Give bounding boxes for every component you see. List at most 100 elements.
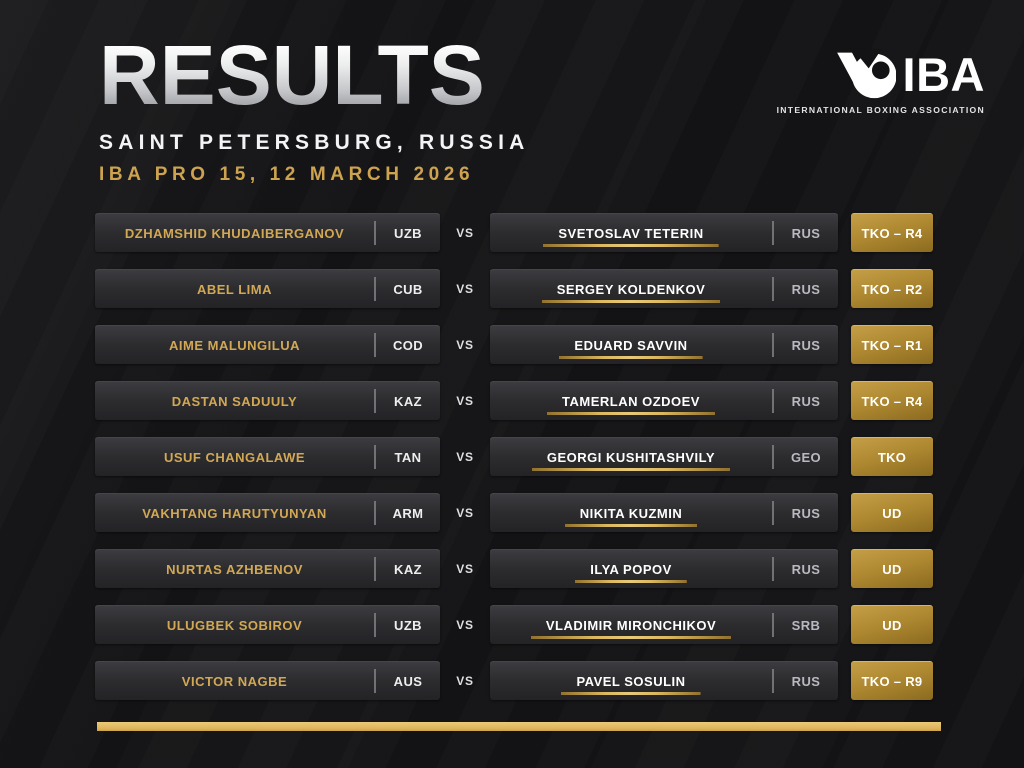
divider xyxy=(772,445,774,469)
right-fighter-box: PAVEL SOSULIN RUS xyxy=(490,661,838,700)
left-fighter-country: UZB xyxy=(394,617,422,633)
left-fighter-box: USUF CHANGALAWE TAN xyxy=(95,437,440,476)
bout-row: DASTAN SADUULY KAZ VS TAMERLAN OZDOEV RU… xyxy=(95,381,933,420)
divider xyxy=(772,277,774,301)
right-fighter-box: TAMERLAN OZDOEV RUS xyxy=(490,381,838,420)
divider xyxy=(374,333,376,357)
right-fighter-country: GEO xyxy=(790,449,822,465)
result-badge: TKO – R9 xyxy=(851,661,933,700)
divider xyxy=(374,501,376,525)
divider xyxy=(374,277,376,301)
left-fighter-name: ABEL LIMA xyxy=(196,281,273,297)
iba-logo-tagline: INTERNATIONAL BOXING ASSOCIATION xyxy=(776,105,985,115)
right-fighter-name: SVETOSLAV TETERIN xyxy=(490,223,772,247)
boxing-glove-icon xyxy=(836,48,896,99)
event-location: SAINT PETERSBURG, RUSSIA xyxy=(99,131,530,155)
right-fighter-country: RUS xyxy=(791,505,821,521)
winner-underline: TAMERLAN OZDOEV xyxy=(547,393,715,415)
left-fighter-name: ULUGBEK SOBIROV xyxy=(166,617,303,633)
winner-underline: VLADIMIR MIRONCHIKOV xyxy=(530,617,732,639)
divider xyxy=(374,221,376,245)
divider xyxy=(772,389,774,413)
winner-underline: ILYA POPOV xyxy=(575,561,687,583)
right-fighter-box: EDUARD SAVVIN RUS xyxy=(490,325,838,364)
right-fighter-name: EDUARD SAVVIN xyxy=(490,335,772,359)
iba-logo: IBA INTERNATIONAL BOXING ASSOCIATION xyxy=(777,48,985,115)
left-fighter-box: NURTAS AZHBENOV KAZ xyxy=(95,549,440,588)
right-fighter-country: RUS xyxy=(791,225,821,241)
bout-row: NURTAS AZHBENOV KAZ VS ILYA POPOV RUS UD xyxy=(95,549,933,588)
divider xyxy=(374,669,376,693)
right-fighter-name: SERGEY KOLDENKOV xyxy=(490,279,772,303)
left-fighter-name: VAKHTANG HARUTYUNYAN xyxy=(142,505,327,521)
header: RESULTS SAINT PETERSBURG, RUSSIA IBA PRO… xyxy=(99,33,530,186)
bout-row: ABEL LIMA CUB VS SERGEY KOLDENKOV RUS TK… xyxy=(95,269,933,308)
divider xyxy=(772,221,774,245)
right-fighter-country: RUS xyxy=(791,673,821,689)
divider xyxy=(772,613,774,637)
left-fighter-box: DASTAN SADUULY KAZ xyxy=(95,381,440,420)
right-fighter-box: SVETOSLAV TETERIN RUS xyxy=(490,213,838,252)
left-fighter-country: KAZ xyxy=(394,393,422,409)
right-fighter-box: ILYA POPOV RUS xyxy=(490,549,838,588)
result-badge: TKO – R4 xyxy=(851,213,933,252)
vs-label: VS xyxy=(456,393,474,408)
result-badge: UD xyxy=(851,549,933,588)
left-fighter-country: COD xyxy=(392,337,424,353)
left-fighter-country: KAZ xyxy=(394,561,422,577)
winner-underline: NIKITA KUZMIN xyxy=(564,505,698,527)
winner-underline: SERGEY KOLDENKOV xyxy=(541,281,721,303)
iba-logo-text: IBA xyxy=(902,47,985,101)
bottom-accent-bar xyxy=(97,722,941,731)
left-fighter-name: VICTOR NAGBE xyxy=(181,673,288,689)
result-badge: TKO – R4 xyxy=(851,381,933,420)
left-fighter-box: AIME MALUNGILUA COD xyxy=(95,325,440,364)
left-fighter-box: ULUGBEK SOBIROV UZB xyxy=(95,605,440,644)
divider xyxy=(772,333,774,357)
left-fighter-name: DASTAN SADUULY xyxy=(171,393,298,409)
vs-label: VS xyxy=(456,225,474,240)
divider xyxy=(772,669,774,693)
divider xyxy=(772,501,774,525)
left-fighter-name: NURTAS AZHBENOV xyxy=(166,561,303,577)
left-fighter-box: VICTOR NAGBE AUS xyxy=(95,661,440,700)
left-fighter-box: DZHAMSHID KHUDAIBERGANOV UZB xyxy=(95,213,440,252)
result-badge: TKO – R1 xyxy=(851,325,933,364)
right-fighter-name: ILYA POPOV xyxy=(490,559,772,583)
right-fighter-country: RUS xyxy=(791,281,821,297)
result-badge: UD xyxy=(851,493,933,532)
right-fighter-country: RUS xyxy=(791,561,821,577)
right-fighter-name: VLADIMIR MIRONCHIKOV xyxy=(490,615,772,639)
bout-row: DZHAMSHID KHUDAIBERGANOV UZB VS SVETOSLA… xyxy=(95,213,933,252)
left-fighter-country: ARM xyxy=(392,505,424,521)
iba-logo-row: IBA xyxy=(777,48,985,100)
divider xyxy=(772,557,774,581)
vs-label: VS xyxy=(456,617,474,632)
bout-row: USUF CHANGALAWE TAN VS GEORGI KUSHITASHV… xyxy=(95,437,933,476)
bout-list: DZHAMSHID KHUDAIBERGANOV UZB VS SVETOSLA… xyxy=(95,213,933,717)
winner-underline: EDUARD SAVVIN xyxy=(559,337,703,359)
result-badge: TKO – R2 xyxy=(851,269,933,308)
bout-row: VICTOR NAGBE AUS VS PAVEL SOSULIN RUS TK… xyxy=(95,661,933,700)
result-badge: TKO xyxy=(851,437,933,476)
left-fighter-country: AUS xyxy=(393,673,423,689)
bout-row: ULUGBEK SOBIROV UZB VS VLADIMIR MIRONCHI… xyxy=(95,605,933,644)
right-fighter-box: NIKITA KUZMIN RUS xyxy=(490,493,838,532)
right-fighter-name: PAVEL SOSULIN xyxy=(490,671,772,695)
vs-label: VS xyxy=(456,561,474,576)
left-fighter-name: DZHAMSHID KHUDAIBERGANOV xyxy=(124,225,345,241)
left-fighter-country: CUB xyxy=(393,281,423,297)
right-fighter-country: RUS xyxy=(791,337,821,353)
divider xyxy=(374,557,376,581)
left-fighter-country: TAN xyxy=(394,449,422,465)
left-fighter-box: ABEL LIMA CUB xyxy=(95,269,440,308)
left-fighter-name: USUF CHANGALAWE xyxy=(163,449,306,465)
vs-label: VS xyxy=(456,449,474,464)
event-name-date: IBA PRO 15, 12 MARCH 2026 xyxy=(99,164,475,186)
vs-label: VS xyxy=(456,673,474,688)
bout-row: VAKHTANG HARUTYUNYAN ARM VS NIKITA KUZMI… xyxy=(95,493,933,532)
vs-label: VS xyxy=(456,281,474,296)
right-fighter-name: TAMERLAN OZDOEV xyxy=(490,391,772,415)
vs-label: VS xyxy=(456,505,474,520)
